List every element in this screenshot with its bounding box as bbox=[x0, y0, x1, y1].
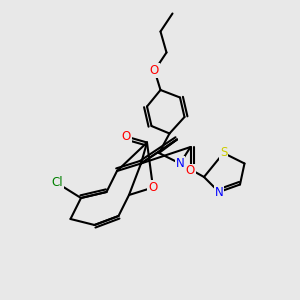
Text: N: N bbox=[214, 185, 224, 199]
Text: O: O bbox=[150, 64, 159, 77]
Text: O: O bbox=[148, 181, 158, 194]
Text: Cl: Cl bbox=[51, 176, 63, 190]
Text: N: N bbox=[176, 157, 184, 170]
Text: O: O bbox=[122, 130, 130, 143]
Text: O: O bbox=[186, 164, 195, 178]
Text: S: S bbox=[220, 146, 227, 160]
